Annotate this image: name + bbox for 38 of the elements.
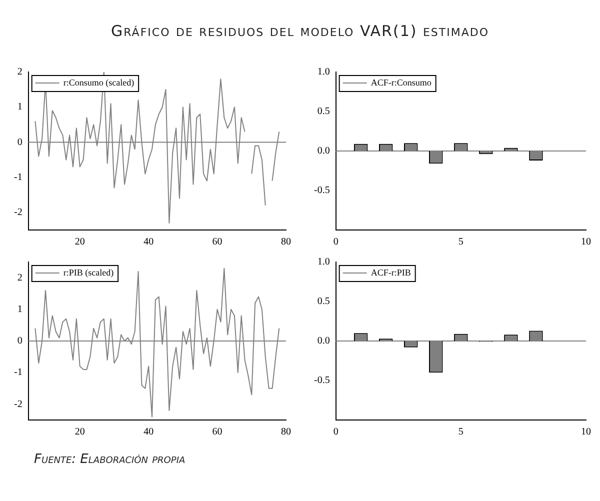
x-tick-label: 40 bbox=[144, 236, 154, 248]
x-tick-label: 10 bbox=[581, 426, 591, 438]
y-tick-label: -2 bbox=[14, 207, 22, 218]
y-tick-label: 1.0 bbox=[317, 256, 330, 268]
x-tick-label: 60 bbox=[212, 236, 222, 248]
source-note: Fuente: Elaboración propia bbox=[34, 452, 186, 467]
x-tick-label: 80 bbox=[281, 426, 291, 438]
legend-label: r:PIB (scaled) bbox=[63, 267, 114, 278]
y-tick-label: -2 bbox=[14, 398, 22, 410]
y-tick-label: 0 bbox=[17, 336, 22, 347]
y-tick-label: 0.5 bbox=[317, 296, 330, 308]
legend-label: r:Consumo (scaled) bbox=[63, 77, 134, 88]
x-tick-label: 20 bbox=[74, 236, 85, 248]
y-tick-label: 0 bbox=[17, 136, 22, 148]
x-tick-label: 40 bbox=[144, 426, 154, 438]
legend-label: ACF-r:Consumo bbox=[370, 77, 432, 88]
y-tick-label: 1 bbox=[17, 304, 22, 316]
y-tick-label: 1.0 bbox=[317, 66, 330, 78]
legend-label: ACF-r:PIB bbox=[370, 267, 411, 278]
y-tick-label: 0.0 bbox=[317, 146, 330, 157]
x-tick-label: 60 bbox=[212, 426, 222, 438]
y-tick-label: 2 bbox=[17, 66, 22, 78]
x-tick-label: 80 bbox=[281, 236, 291, 248]
x-tick-label: 5 bbox=[458, 236, 464, 248]
x-tick-label: 5 bbox=[458, 426, 464, 438]
y-tick-label: -0.5 bbox=[314, 375, 330, 386]
y-tick-label: 1 bbox=[17, 102, 22, 113]
y-tick-label: 2 bbox=[17, 272, 22, 284]
x-tick-label: 20 bbox=[74, 426, 85, 438]
y-tick-label: -1 bbox=[14, 172, 22, 183]
x-tick-label: 0 bbox=[333, 236, 338, 248]
y-tick-label: -1 bbox=[14, 367, 22, 378]
chart-title: Gráfico de residuos del modelo VAR(1) estimado bbox=[110, 22, 490, 40]
y-tick-label: 0.0 bbox=[317, 336, 330, 347]
y-tick-label: 0.5 bbox=[317, 106, 330, 118]
y-tick-label: -0.5 bbox=[314, 185, 330, 196]
x-tick-label: 10 bbox=[581, 236, 591, 248]
x-tick-label: 0 bbox=[333, 426, 338, 438]
